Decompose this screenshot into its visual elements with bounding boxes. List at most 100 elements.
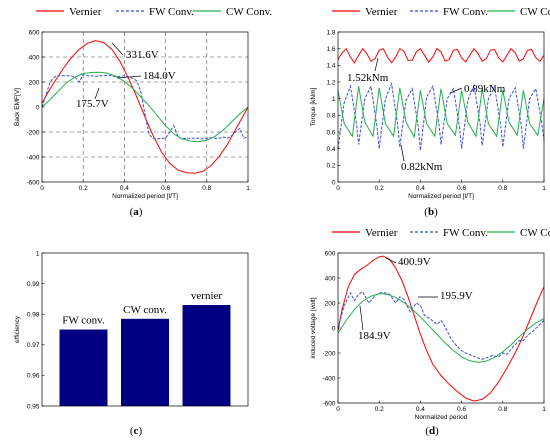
x-tick-label: 0.4 (120, 185, 129, 192)
x-tick-label: 0.8 (498, 185, 507, 192)
bar-label-1: FW conv. (62, 315, 105, 327)
bar-3 (182, 305, 231, 406)
guide-lines (42, 32, 248, 182)
plot-frame (41, 252, 249, 407)
x-tick-label: 0.2 (375, 185, 384, 192)
legend-entry-3: CW Conv. (520, 227, 550, 239)
x-tick-label: 0.6 (457, 406, 466, 413)
y-tick-label: 400 (29, 54, 40, 61)
series-line-2 (337, 291, 545, 360)
bar-label-2: CW conv. (123, 304, 167, 316)
bar-label-3: vernier (191, 290, 222, 302)
panel-d: Vernier FW Conv. CW Conv. 0 0.2 0.4 0.6 0.8 1 -60… (310, 227, 550, 437)
y-tick-label: -400 (26, 154, 39, 161)
legend-entry-2: FW Conv. (149, 6, 194, 18)
series-line-1 (337, 47, 545, 64)
annotation-label: 184.0V (143, 70, 176, 82)
y-tick-label: 1 (36, 250, 40, 257)
annotation-leader (359, 305, 364, 331)
x-tick-label: 0 (336, 185, 340, 192)
plot-frame (337, 31, 545, 183)
y-axis-label: induced voltage [volt] (310, 297, 317, 358)
y-tick-label: 200 (29, 79, 40, 86)
legend-entry-2: FW Conv. (443, 6, 488, 18)
bar-2 (121, 318, 169, 406)
x-tick-label: 0.6 (457, 185, 466, 192)
x-tick-label: 0 (336, 406, 340, 413)
annotation-label: 175.7V (76, 98, 109, 110)
y-tick-label: 0 (332, 179, 336, 186)
legend-entry-2: FW Conv. (443, 227, 488, 239)
y-axis-label: efficiency (14, 315, 21, 343)
x-tick-label: 0.4 (416, 185, 425, 192)
legend-entry-3: CW Conv. (226, 6, 272, 18)
panel-b: Vernier FW Conv. CW Conv. 0 0.2 0.4 0.6 0.8 1 0 0.… (310, 6, 550, 218)
annotation-leader (111, 42, 124, 56)
y-tick-label: 0.97 (27, 342, 40, 349)
y-tick-label: -600 (322, 400, 335, 407)
series-line-3 (337, 86, 545, 139)
annotation-leader (116, 75, 142, 79)
legend-entry-1: Vernier (69, 6, 102, 18)
annotation-leader (400, 144, 405, 162)
annotation-label: 331.6V (126, 49, 159, 61)
y-tick-label: 0 (36, 104, 40, 111)
y-tick-label: 1.8 (326, 29, 335, 36)
annotation-leader (94, 87, 100, 100)
y-tick-label: -600 (26, 179, 39, 186)
y-tick-label: 0.96 (27, 373, 40, 380)
series-line-3 (337, 293, 545, 363)
y-tick-label: 1.6 (326, 46, 335, 53)
series-line-2 (41, 73, 249, 140)
x-axis-label: Normalized period (415, 414, 468, 421)
y-tick-label: 1.4 (326, 63, 335, 70)
y-tick-label: -200 (322, 350, 335, 357)
panel-label: (c) (130, 425, 143, 437)
panel-label: (d) (425, 425, 439, 437)
x-tick-label: 0 (40, 185, 44, 192)
annotation-label: 0.89kNm (464, 83, 506, 95)
y-tick-label: 0 (332, 325, 336, 332)
plot-area (338, 253, 544, 403)
y-tick-label: 0.2 (326, 163, 335, 170)
bar-1 (59, 329, 108, 406)
x-axis-label: Normalized period [t/T] (112, 193, 178, 200)
x-tick-label: 0.8 (202, 185, 211, 192)
y-tick-label: -200 (26, 129, 39, 136)
series-line-1 (41, 40, 249, 174)
legend-entry-3: CW Conv. (520, 6, 550, 18)
x-tick-label: 0.2 (79, 185, 88, 192)
y-tick-label: 0.6 (326, 129, 335, 136)
annotation-leader (385, 257, 397, 264)
y-tick-label: 0.95 (27, 403, 40, 410)
panel-label: (b) (424, 206, 438, 218)
x-axis-label: Normalized period [t/T] (408, 193, 474, 200)
panel-a: Vernier FW Conv. CW Conv. 0 0.2 0.4 0.6 0.8 1 -60… (14, 6, 272, 218)
series-line-2 (337, 81, 545, 151)
x-tick-label: 0.8 (498, 406, 507, 413)
annotation-label: 0.82kNm (401, 161, 443, 173)
series-line-1 (337, 255, 545, 402)
y-tick-label: 0.98 (27, 312, 40, 319)
legend-entry-1: Vernier (365, 6, 398, 18)
y-tick-label: 200 (325, 300, 336, 307)
plot-area (338, 32, 544, 182)
x-tick-label: 0.6 (161, 185, 170, 192)
series-line-3 (41, 71, 249, 143)
x-tick-label: 1 (542, 185, 546, 192)
panel-c: FW conv. CW conv. vernier 0.95 0.96 0.97 0.98 0… (14, 250, 249, 437)
y-axis-label: Torque [kNm] (310, 87, 317, 126)
x-tick-label: 1 (542, 406, 546, 413)
annotation-leader (374, 57, 379, 72)
y-tick-label: 600 (29, 29, 40, 36)
y-tick-label: 600 (325, 250, 336, 257)
annotation-leader (449, 87, 463, 94)
y-tick-label: 0.4 (326, 146, 335, 153)
y-tick-label: -400 (322, 375, 335, 382)
annotation-label: 184.9V (358, 330, 391, 342)
y-tick-label: 0.8 (326, 113, 335, 120)
y-tick-label: 0.99 (27, 281, 40, 288)
y-tick-label: 400 (325, 275, 336, 282)
x-tick-label: 0.2 (375, 406, 384, 413)
